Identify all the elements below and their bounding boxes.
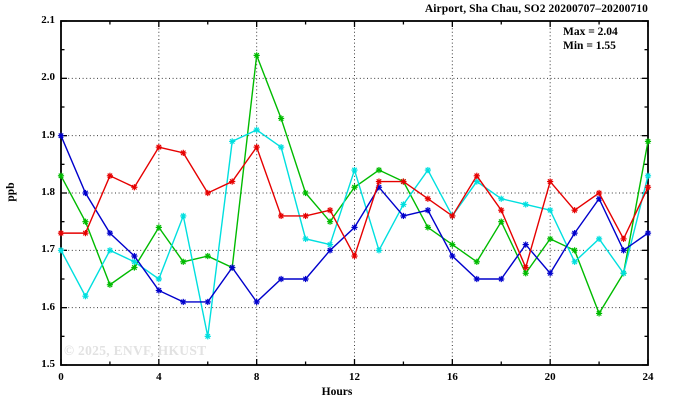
gridlines: [61, 21, 648, 365]
y-tick-label: 2.0: [41, 71, 55, 84]
y-tick-label: 2.1: [41, 14, 55, 26]
x-tick-label: 12: [349, 371, 360, 383]
max-value-label: Max = 2.04: [563, 26, 618, 38]
x-tick-label: 20: [544, 371, 556, 383]
x-tick-label: 24: [642, 371, 654, 383]
x-tick-label: 4: [156, 371, 162, 383]
y-tick-label: 1.5: [41, 358, 55, 370]
chart-title: Airport, Sha Chau, SO2 20200707–20200710: [424, 3, 648, 15]
x-tick-label: 16: [446, 371, 458, 383]
x-axis-label: Hours: [321, 386, 353, 398]
x-tick-label: 0: [58, 371, 64, 383]
x-tick-label: 8: [253, 371, 260, 383]
stats-annotation: Max = 2.04 Min = 1.55: [563, 25, 618, 53]
watermark: © 2025, ENVF, HKUST: [64, 343, 207, 358]
min-value-label: Min = 1.55: [563, 40, 616, 52]
y-tick-label: 1.9: [41, 128, 55, 141]
y-tick-label: 1.7: [41, 243, 55, 256]
y-tick-label: 1.8: [41, 186, 55, 198]
series-blue: [57, 132, 652, 306]
series-red: [57, 144, 652, 271]
axis-ticks: [60, 20, 649, 366]
y-tick-label: 1.6: [41, 300, 55, 313]
